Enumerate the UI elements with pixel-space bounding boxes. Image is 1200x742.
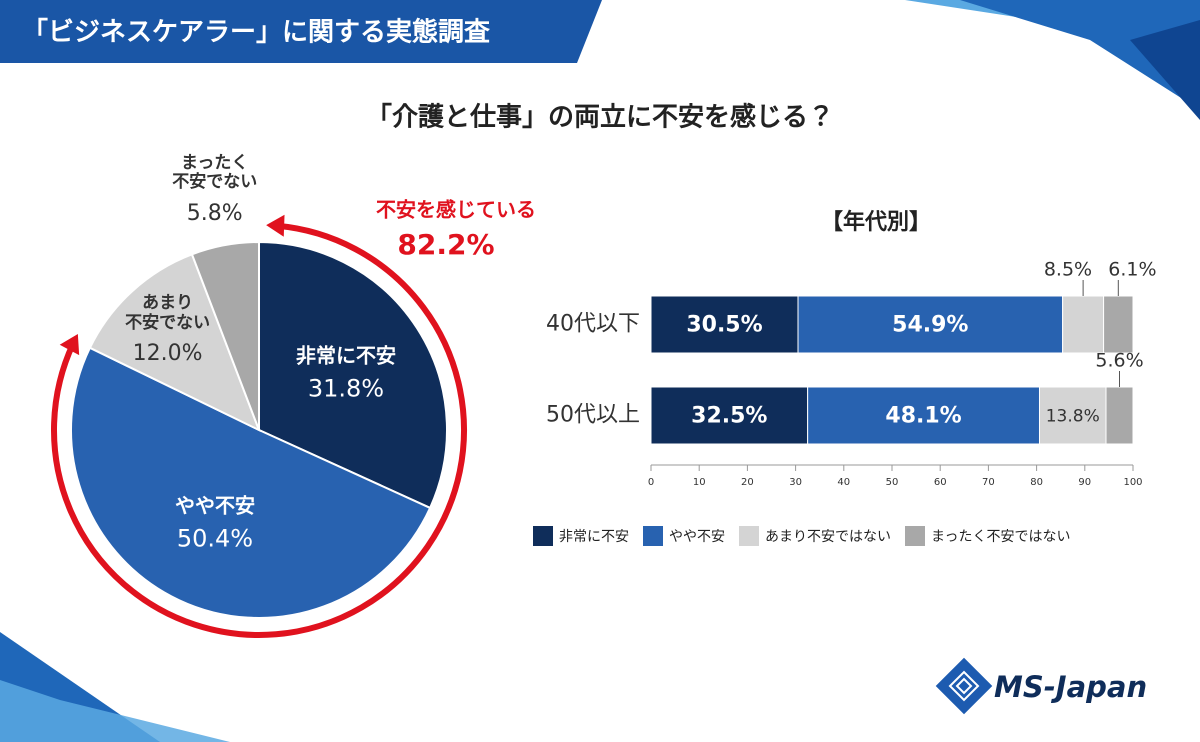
slice-name: 非常に不安	[295, 343, 396, 368]
x-tick-label: 100	[1123, 477, 1142, 488]
pie-slice	[88, 253, 261, 433]
bar-segment	[807, 386, 1040, 445]
decoration	[0, 680, 230, 742]
annotation-text: 不安を感じている	[376, 197, 536, 222]
pie-label: やや不安 50.4%	[175, 494, 255, 553]
value-label: 30.5%	[686, 313, 762, 338]
bar-segment	[1103, 295, 1134, 354]
value-label: 54.9%	[892, 313, 968, 338]
category-label: 40代以下	[546, 312, 640, 337]
value-label: 48.1%	[885, 404, 961, 429]
bar-segment	[1038, 386, 1107, 445]
bar-segment	[1105, 386, 1134, 445]
slice-value: 12.0%	[132, 341, 203, 367]
legend-label: あまり不安ではない	[765, 529, 891, 545]
chart-title: 【年代別】	[821, 209, 931, 235]
annotation-arrowhead	[266, 214, 285, 237]
legend-swatch	[905, 526, 925, 546]
bar-segment	[1062, 295, 1105, 354]
logo: MS-Japan	[935, 657, 1147, 715]
slice-name: やや不安	[174, 493, 255, 518]
slice-value: 5.8%	[186, 200, 243, 226]
heading: 「介護と仕事」の両立に不安を感じる？	[366, 102, 834, 133]
legend-item: 非常に不安	[533, 526, 629, 546]
legend-swatch	[643, 526, 663, 546]
annotation-arrowhead	[59, 334, 80, 356]
x-tick-label: 30	[789, 477, 802, 488]
x-tick-label: 0	[648, 477, 654, 488]
annotation-value: 82.2%	[397, 227, 495, 261]
legend-item: まったく不安ではない	[905, 526, 1070, 546]
legend-label: まったく不安ではない	[931, 529, 1071, 545]
brand: MS-Japan	[994, 670, 1147, 704]
pie-label: 非常に不安 31.8%	[295, 343, 396, 404]
x-tick-label: 50	[886, 477, 899, 488]
logo-pattern	[948, 670, 980, 702]
value-label: 5.6%	[1095, 350, 1143, 372]
bar-segment	[797, 295, 1064, 354]
decoration	[1130, 20, 1200, 120]
header-title: 「ビジネスケアラー」に関する実態調査	[22, 17, 490, 48]
legend-label: 非常に不安	[559, 529, 629, 545]
legend-label: やや不安	[669, 529, 725, 545]
legend-item: あまり不安ではない	[739, 526, 891, 546]
pie-slice	[190, 240, 260, 431]
x-tick-label: 80	[1030, 477, 1043, 488]
annotation-arc	[51, 222, 467, 638]
x-tick-label: 70	[982, 477, 995, 488]
legend-swatch	[739, 526, 759, 546]
slice-name: あまり 不安でない	[125, 292, 211, 333]
bar-segment	[650, 295, 799, 354]
decoration	[960, 0, 1200, 110]
pie-slice	[258, 240, 448, 510]
x-tick-label: 20	[741, 477, 754, 488]
header-band	[0, 0, 602, 63]
x-tick-label: 40	[837, 477, 850, 488]
legend: 非常に不安 やや不安 あまり不安ではない まったく不安ではない	[533, 526, 1070, 546]
value-label: 32.5%	[691, 404, 767, 429]
value-label: 13.8%	[1046, 407, 1100, 427]
pie-label: まったく 不安でない 5.8%	[172, 152, 258, 226]
value-label: 6.1%	[1108, 259, 1156, 281]
slice-value: 31.8%	[307, 374, 385, 403]
legend-item: やや不安	[643, 526, 725, 546]
category-label: 50代以上	[546, 403, 640, 428]
slice-name: まったく 不安でない	[172, 152, 258, 192]
pie-slice	[70, 346, 432, 619]
x-tick-label: 60	[934, 477, 947, 488]
pie-label: あまり 不安でない 12.0%	[125, 292, 211, 367]
x-tick-label: 90	[1078, 477, 1091, 488]
value-label: 8.5%	[1044, 259, 1092, 281]
x-tick-label: 10	[693, 477, 706, 488]
legend-swatch	[533, 526, 553, 546]
logo-mark	[935, 657, 993, 715]
slice-value: 50.4%	[176, 524, 254, 553]
